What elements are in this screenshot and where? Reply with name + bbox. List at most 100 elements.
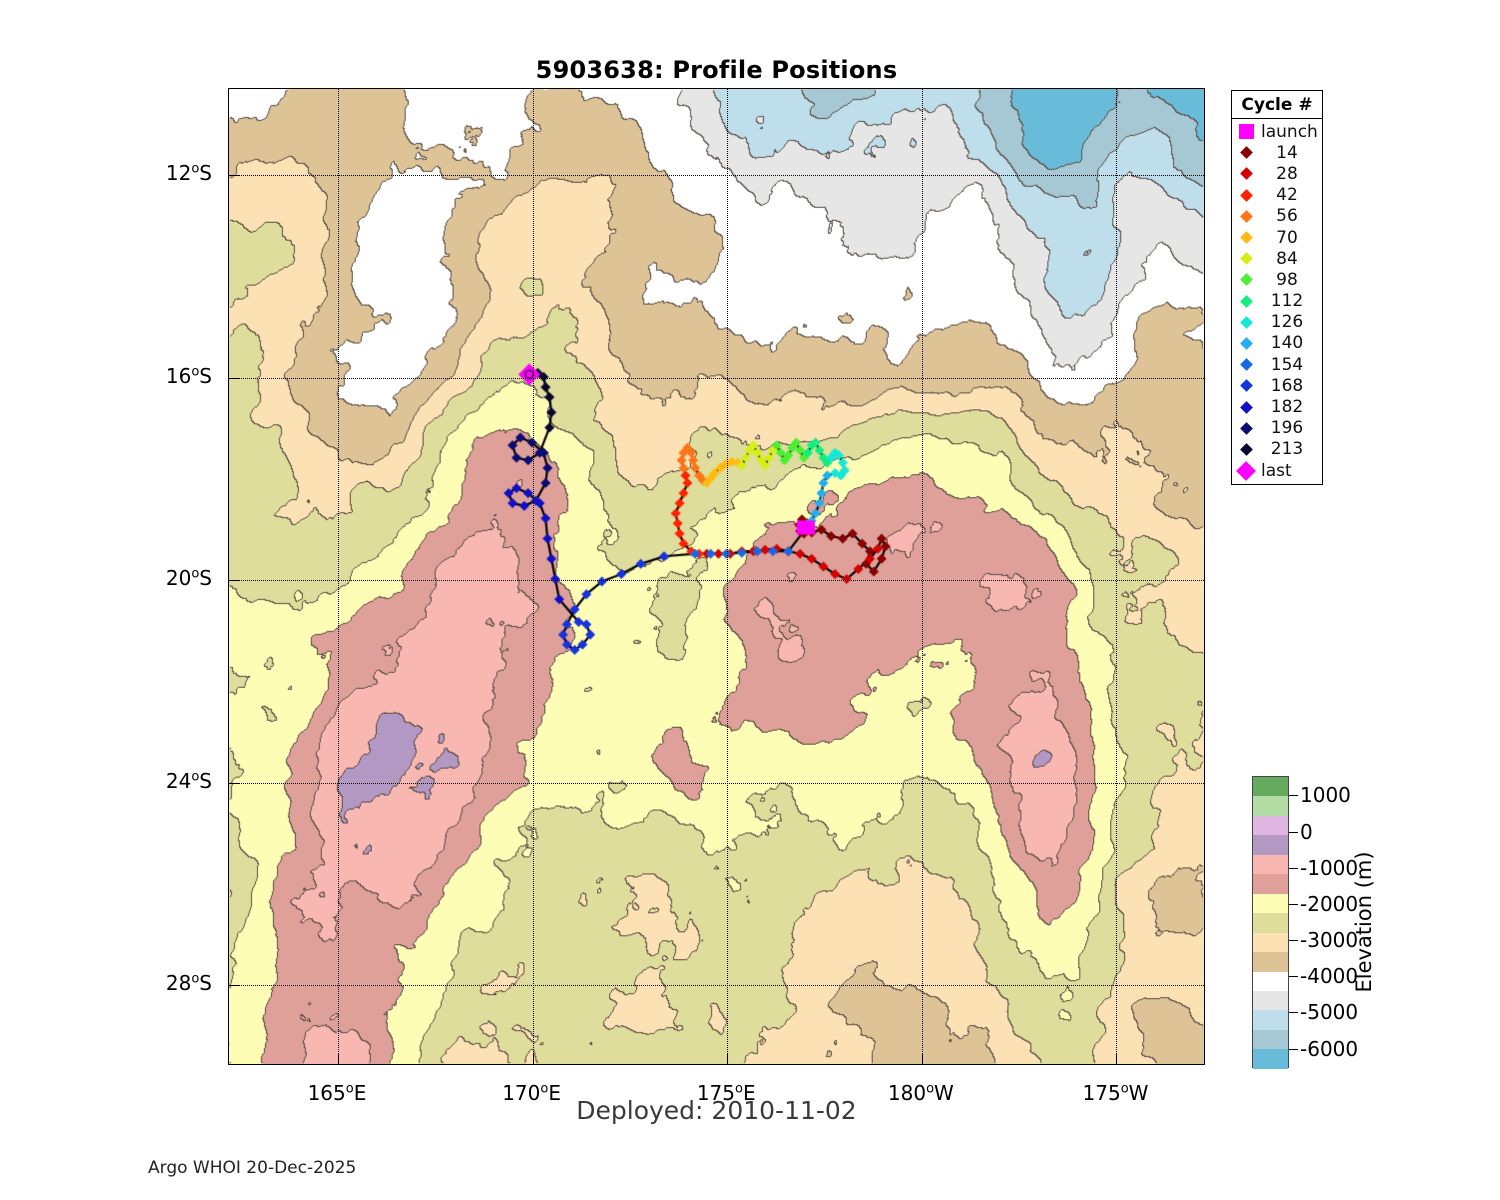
x-tick [921, 1053, 923, 1064]
colorbar-tick [1289, 867, 1298, 869]
x-axis-value: 170 [502, 1081, 541, 1105]
degree-icon: o [345, 1081, 354, 1097]
legend-entry-42[interactable]: 42 [1232, 185, 1322, 206]
legend-entry-182[interactable]: 182 [1232, 396, 1322, 417]
legend-entry-label: 98 [1276, 269, 1298, 290]
legend-entry-28[interactable]: 28 [1232, 163, 1322, 184]
colorbar-band-8 [1253, 932, 1288, 953]
legend-entry-140[interactable]: 140 [1232, 333, 1322, 354]
y-axis-hemi: S [199, 971, 212, 995]
legend-entry-196[interactable]: 196 [1232, 418, 1322, 439]
cycle-legend[interactable]: Cycle # launch 14 28 42 56 70 84 98 112 126 140 154… [1231, 90, 1323, 486]
cycle-marker-icon [1235, 294, 1257, 308]
colorbar-tick [1289, 1048, 1298, 1050]
degree-icon: o [926, 1081, 935, 1097]
colorbar-band-0 [1253, 777, 1288, 797]
legend-entry-label: launch [1261, 121, 1318, 142]
legend-entry-112[interactable]: 112 [1232, 291, 1322, 312]
colorbar-tick [1289, 1012, 1298, 1014]
colorbar-tick-label: 1000 [1300, 783, 1351, 808]
y-axis-value: 16 [165, 363, 192, 388]
legend-entry-126[interactable]: 126 [1232, 312, 1322, 333]
colorbar-tick [1289, 831, 1298, 833]
y-tick [229, 377, 240, 379]
degree-icon: o [191, 363, 200, 379]
x-axis-label: 165oE [277, 1081, 397, 1105]
legend-entry-label: last [1261, 460, 1292, 481]
colorbar-band-7 [1253, 913, 1288, 933]
y-axis-value: 28 [165, 971, 192, 995]
colorbar-tick-label: -1000 [1300, 855, 1359, 880]
cycle-marker-icon [1235, 379, 1257, 393]
y-axis-hemi: S [199, 363, 212, 388]
colorbar-tick [1289, 795, 1298, 797]
legend-entry-label: 42 [1276, 185, 1298, 206]
map-frame[interactable] [228, 88, 1205, 1065]
colorbar-band-1 [1253, 796, 1288, 816]
x-axis-label: 175oE [666, 1081, 786, 1105]
x-tick [727, 1053, 729, 1064]
legend-entry-label: 14 [1276, 142, 1298, 163]
x-axis-hemi: E [353, 1081, 367, 1105]
cycle-marker-icon [1235, 315, 1257, 329]
legend-entry-70[interactable]: 70 [1232, 227, 1322, 248]
legend-entry-label: 168 [1270, 375, 1304, 396]
y-axis-value: 24 [165, 768, 192, 793]
legend-entry-154[interactable]: 154 [1232, 354, 1322, 375]
cycle-marker-icon [1235, 167, 1257, 181]
x-tick [532, 1053, 534, 1064]
legend-entry-label: 213 [1270, 439, 1304, 460]
legend-entry-label: 28 [1276, 163, 1298, 184]
y-axis-hemi: S [199, 768, 212, 793]
legend-entry-last[interactable]: last [1232, 460, 1322, 481]
x-axis-hemi: E [548, 1081, 561, 1105]
legend-entry-label: 56 [1276, 206, 1298, 227]
y-axis-label: 12oS [130, 161, 212, 185]
colorbar-band-14 [1253, 1049, 1288, 1069]
colorbar-band-9 [1253, 952, 1288, 972]
cycle-marker-icon [1235, 400, 1257, 414]
x-axis-value: 165 [307, 1081, 346, 1105]
legend-entry-98[interactable]: 98 [1232, 269, 1322, 290]
legend-entry-label: 140 [1270, 333, 1304, 354]
degree-icon: o [191, 971, 200, 987]
x-axis-label: 180oW [861, 1081, 981, 1105]
legend-entry-84[interactable]: 84 [1232, 248, 1322, 269]
legend-entry-56[interactable]: 56 [1232, 206, 1322, 227]
footer-credit: Argo WHOI 20-Dec-2025 [148, 1158, 357, 1178]
cycle-marker-icon [1235, 358, 1257, 372]
legend-entry-launch[interactable]: launch [1232, 121, 1322, 142]
legend-entry-label: 84 [1276, 248, 1298, 269]
legend-entry-label: 196 [1270, 418, 1304, 439]
legend-entry-213[interactable]: 213 [1232, 439, 1322, 460]
y-axis-value: 12 [165, 161, 192, 186]
colorbar-band-12 [1253, 1010, 1288, 1030]
y-axis-hemi: S [199, 161, 212, 186]
colorbar-band-13 [1253, 1029, 1288, 1050]
x-axis-label: 170oE [472, 1081, 592, 1105]
degree-icon: o [735, 1081, 743, 1097]
y-axis-label: 28oS [130, 971, 212, 995]
page-title: 5903638: Profile Positions [535, 56, 898, 84]
colorbar-tick-label: 0 [1300, 819, 1313, 844]
elevation-colorbar[interactable] [1252, 776, 1289, 1069]
colorbar-band-4 [1253, 854, 1288, 875]
last-marker-icon [1235, 460, 1257, 481]
x-axis-hemi: E [742, 1081, 756, 1105]
cycle-marker-icon [1235, 252, 1257, 266]
x-axis-value: 175 [696, 1081, 735, 1105]
legend-entry-168[interactable]: 168 [1232, 375, 1322, 396]
colorbar-tick [1289, 940, 1298, 942]
legend-entry-label: 154 [1270, 354, 1304, 375]
legend-entry-14[interactable]: 14 [1232, 142, 1322, 163]
colorbar-band-3 [1253, 835, 1288, 855]
y-tick [229, 175, 240, 177]
launch-marker-icon [1235, 124, 1257, 140]
colorbar-band-2 [1253, 815, 1288, 836]
legend-title: Cycle # [1232, 91, 1322, 119]
cycle-marker-icon [1235, 421, 1257, 435]
y-axis-value: 20 [165, 566, 192, 591]
legend-entries[interactable]: launch 14 28 42 56 70 84 98 112 126 140 154 168 182 19… [1232, 119, 1322, 484]
colorbar-tick-label: -6000 [1300, 1036, 1359, 1061]
x-axis-label: 175oW [1055, 1081, 1175, 1105]
